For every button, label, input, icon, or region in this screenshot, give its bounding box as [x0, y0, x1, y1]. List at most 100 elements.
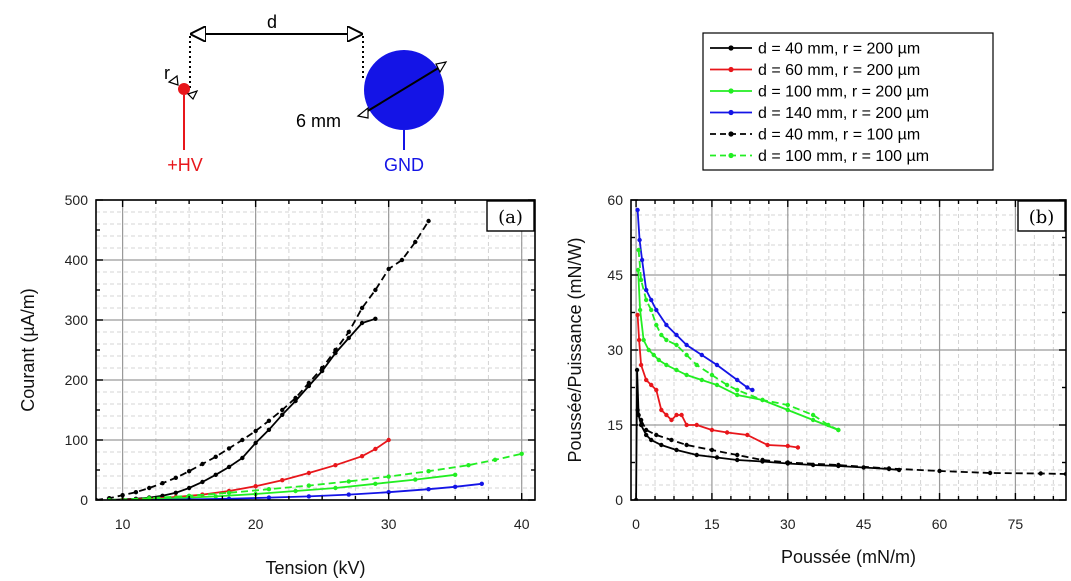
data-point — [735, 377, 740, 383]
data-point — [735, 457, 740, 463]
x-tick-label: 60 — [932, 516, 948, 532]
series-line — [635, 369, 900, 500]
data-point — [745, 385, 750, 390]
radius-arrow-bottom — [186, 89, 199, 101]
data-point — [760, 397, 765, 403]
data-point — [426, 487, 431, 492]
legend-entry: d = 40 mm, r = 200 µm — [710, 41, 920, 58]
data-point — [639, 257, 645, 263]
x-tick-label: 15 — [704, 516, 720, 532]
data-point — [641, 337, 646, 343]
series-line — [637, 269, 839, 431]
hv-label: +HV — [167, 155, 203, 175]
diameter-arrow-high — [435, 61, 448, 74]
panel-label-box — [486, 200, 535, 232]
data-point — [724, 382, 730, 388]
data-point — [333, 347, 338, 353]
data-point — [636, 337, 642, 343]
y-tick-label: 15 — [607, 417, 623, 433]
data-point — [654, 322, 659, 328]
data-point — [280, 412, 285, 417]
data-point — [684, 342, 689, 348]
y-tick-label: 200 — [65, 372, 89, 388]
data-point — [836, 427, 841, 433]
x-tick-label: 30 — [381, 516, 397, 532]
data-point — [413, 477, 418, 482]
y-axis-label: Poussée/Puissance (mN/W) — [565, 237, 585, 462]
panel-label: (b) — [1029, 207, 1055, 228]
data-point — [373, 446, 378, 452]
data-point — [694, 362, 699, 368]
y-tick-label: 45 — [607, 267, 623, 283]
y-tick-label: 400 — [65, 252, 89, 268]
data-point — [679, 412, 684, 418]
legend-label: d = 140 mm, r = 200 µm — [758, 105, 929, 122]
x-tick-label: 20 — [248, 516, 264, 532]
data-point — [674, 412, 679, 418]
data-point — [810, 412, 816, 418]
data-point — [714, 362, 720, 368]
data-point — [694, 452, 699, 458]
data-point — [1038, 471, 1043, 476]
data-point — [745, 432, 750, 438]
data-point — [987, 470, 993, 476]
data-point — [664, 322, 669, 328]
data-point — [684, 372, 689, 378]
data-point — [426, 218, 431, 224]
data-point — [694, 422, 699, 428]
data-point — [306, 483, 312, 488]
data-point — [359, 320, 365, 326]
data-point — [785, 443, 791, 449]
radius-arrow-top — [167, 74, 179, 86]
data-point — [674, 342, 679, 348]
legend-swatch-marker — [728, 131, 734, 137]
data-point — [253, 484, 258, 489]
y-tick-label: 30 — [607, 342, 623, 358]
data-point — [186, 493, 192, 498]
data-point — [836, 462, 841, 468]
data-point — [699, 352, 705, 358]
data-point — [399, 257, 405, 263]
data-point — [709, 447, 715, 453]
series-line — [149, 482, 482, 500]
data-point — [669, 417, 674, 423]
data-point — [200, 479, 205, 485]
legend: d = 40 mm, r = 200 µm d = 60 mm, r = 200 … — [702, 32, 994, 171]
radius-label: r — [164, 63, 170, 83]
data-point — [659, 442, 664, 448]
data-point — [373, 481, 378, 486]
data-point — [664, 412, 669, 418]
diameter-line — [365, 66, 441, 113]
data-point — [826, 422, 831, 428]
data-point — [735, 392, 740, 398]
x-axis-label: Poussée (mN/m) — [781, 547, 916, 567]
data-point — [684, 442, 689, 448]
data-point — [266, 427, 272, 432]
data-point — [750, 387, 755, 393]
data-point — [643, 427, 649, 433]
series-line — [109, 317, 376, 500]
data-point — [646, 347, 651, 353]
data-point — [359, 305, 365, 311]
data-point — [654, 387, 659, 393]
data-point — [937, 468, 942, 474]
diameter-arrow-low — [356, 106, 369, 119]
data-point — [785, 407, 791, 413]
data-point — [479, 481, 484, 486]
diameter-label: 6 mm — [296, 111, 341, 131]
data-point — [635, 207, 640, 213]
data-point — [386, 490, 391, 495]
x-tick-label: 45 — [856, 516, 872, 532]
legend-entry: d = 40 mm, r = 100 µm — [710, 127, 920, 144]
data-point — [293, 488, 298, 494]
distance-label: d — [267, 12, 277, 32]
data-point — [266, 418, 272, 423]
x-axis-label: Tension (kV) — [265, 558, 365, 578]
data-point — [654, 432, 659, 438]
data-point — [664, 337, 669, 343]
series-line — [636, 409, 1066, 475]
data-point — [810, 417, 816, 423]
data-point — [266, 495, 272, 500]
data-point — [699, 377, 705, 383]
